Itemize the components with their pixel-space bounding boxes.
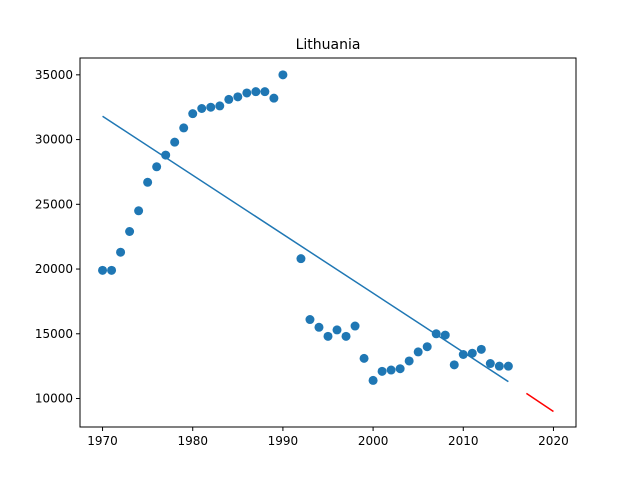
y-tick-label: 35000	[35, 68, 73, 82]
data-point	[107, 265, 117, 275]
data-point	[134, 206, 144, 216]
data-point	[152, 162, 162, 172]
x-tick-label: 1970	[87, 434, 118, 448]
data-point	[314, 322, 324, 332]
x-tick-label: 1980	[177, 434, 208, 448]
data-point	[188, 109, 198, 119]
y-tick-label: 25000	[35, 197, 73, 211]
data-point	[485, 359, 495, 369]
data-point	[449, 360, 459, 370]
data-point	[170, 137, 180, 147]
data-point	[368, 375, 378, 385]
data-point	[386, 365, 396, 375]
data-point	[251, 87, 261, 97]
forecast-line	[525, 392, 554, 413]
x-tick-label: 1990	[268, 434, 299, 448]
data-point	[359, 353, 369, 363]
y-tick-label: 10000	[35, 392, 73, 406]
data-point	[476, 344, 486, 354]
data-point	[278, 70, 288, 80]
plot-frame	[79, 57, 577, 428]
data-point	[323, 331, 333, 341]
data-point	[404, 356, 414, 366]
data-point	[395, 364, 405, 374]
data-point	[260, 87, 270, 97]
data-point	[341, 331, 351, 341]
data-point	[332, 325, 342, 335]
data-point	[197, 103, 207, 113]
x-tick-label: 2020	[538, 434, 569, 448]
data-point	[161, 150, 171, 160]
data-point	[440, 330, 450, 340]
y-tick-label: 30000	[35, 133, 73, 147]
data-point	[233, 92, 243, 102]
plot-area	[98, 70, 554, 413]
data-point	[467, 348, 477, 358]
data-point	[503, 361, 513, 371]
data-point	[125, 226, 135, 236]
data-point	[143, 177, 153, 187]
y-tick-label: 20000	[35, 262, 73, 276]
data-point	[215, 101, 225, 111]
data-point	[377, 366, 387, 376]
axis-ticks: 1970 1980 1990 2000 2010 2020 10000 15000 20000 2…	[35, 68, 569, 448]
data-point	[98, 265, 108, 275]
data-point	[224, 94, 234, 104]
x-tick-label: 2010	[448, 434, 479, 448]
data-point	[179, 123, 189, 133]
data-point	[422, 342, 432, 352]
data-point	[413, 347, 423, 357]
data-point	[494, 361, 504, 371]
data-point	[296, 254, 306, 264]
data-point	[242, 88, 252, 98]
data-point	[206, 102, 216, 112]
data-point	[305, 315, 315, 325]
data-point	[458, 349, 468, 359]
data-point	[116, 247, 126, 257]
y-tick-label: 15000	[35, 327, 73, 341]
trend-line	[102, 115, 509, 383]
data-point	[350, 321, 360, 331]
data-point	[269, 93, 279, 103]
chart-title: Lithuania	[296, 37, 361, 53]
x-tick-label: 2000	[358, 434, 389, 448]
